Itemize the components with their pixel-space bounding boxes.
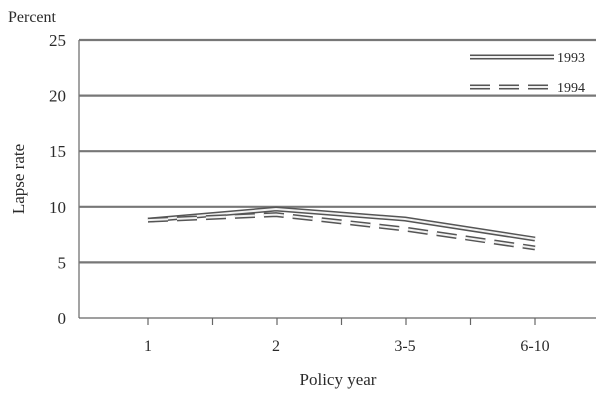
y-tick-label-20: 20 <box>49 87 66 106</box>
y-axis-title: Lapse rate <box>9 144 28 214</box>
y-tick-labels: 0 5 10 15 20 25 <box>49 31 66 328</box>
series-lines <box>147 206 536 251</box>
series-line-inner-1993 <box>147 208 536 241</box>
x-tick-label-6-10: 6-10 <box>520 338 549 355</box>
y-tick-label-10: 10 <box>49 198 66 217</box>
y-tick-label-15: 15 <box>49 142 66 161</box>
legend-label-1994: 1994 <box>557 81 585 96</box>
x-tick-label-2: 2 <box>272 338 280 355</box>
x-tick-label-1: 1 <box>144 338 152 355</box>
y-unit-label: Percent <box>8 9 57 26</box>
x-axis-title: Policy year <box>300 370 377 389</box>
y-tick-label-0: 0 <box>58 309 67 328</box>
y-tick-label-25: 25 <box>49 31 66 50</box>
series-line-inner-1994 <box>147 213 536 249</box>
y-tick-label-5: 5 <box>58 253 67 272</box>
gridlines <box>79 38 596 264</box>
legend-label-1993: 1993 <box>557 51 585 66</box>
x-ticks: 1 2 3-5 6-10 <box>144 318 550 355</box>
legend: 1993 1994 <box>470 51 585 96</box>
x-tick-label-3-5: 3-5 <box>394 338 415 355</box>
